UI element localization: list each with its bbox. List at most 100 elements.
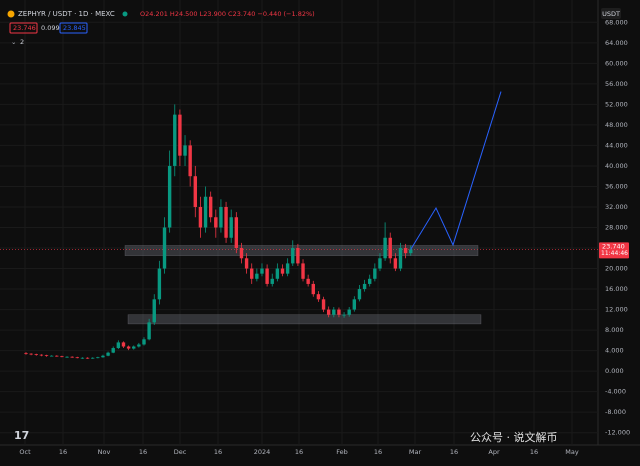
candle-body <box>275 268 280 279</box>
candle-body <box>301 263 305 279</box>
sell-price[interactable]: 23.746 <box>13 24 36 32</box>
candle <box>373 263 377 282</box>
candle <box>255 268 259 282</box>
candle-body <box>403 248 408 254</box>
candle <box>147 318 151 341</box>
candle <box>316 291 321 302</box>
candle <box>49 355 54 357</box>
indicator-toggle[interactable]: ⌄ <box>11 38 16 46</box>
candle <box>239 242 244 264</box>
candle-body <box>29 353 33 355</box>
x-tick-label: Dec <box>174 448 187 456</box>
candle <box>183 135 187 166</box>
candle-body <box>49 355 54 357</box>
candle <box>403 243 408 259</box>
candle <box>142 337 146 346</box>
candle-body <box>398 248 403 269</box>
candle <box>208 191 213 223</box>
candle-body <box>285 263 290 274</box>
candle-body <box>208 196 213 218</box>
y-tick-label: 16.000 <box>605 285 628 293</box>
candle <box>178 109 182 166</box>
candle-body <box>132 346 136 349</box>
buy-price[interactable]: 23.845 <box>63 24 86 32</box>
candle <box>234 212 239 254</box>
candle-body <box>111 348 115 353</box>
indicator-count[interactable]: 2 <box>20 38 24 46</box>
candle-body <box>311 283 315 295</box>
candle-body <box>296 248 300 264</box>
y-tick-label: 4.000 <box>605 347 624 355</box>
candle <box>75 356 79 359</box>
spread: 0.099 <box>41 24 60 32</box>
candle <box>296 243 300 266</box>
candle <box>362 279 367 292</box>
candle-body <box>291 248 295 264</box>
currency-box[interactable] <box>601 8 621 19</box>
price-label-box <box>599 242 629 259</box>
candle-body <box>337 309 341 315</box>
y-tick-label: 64.000 <box>605 39 628 47</box>
watermark: 公众号 · 说文解币 <box>470 430 558 444</box>
candle-body <box>378 258 382 269</box>
candle <box>219 199 223 233</box>
candle-body <box>178 114 182 156</box>
candle-body <box>121 342 126 347</box>
candle-body <box>393 258 398 269</box>
x-tick-label: 2024 <box>254 448 271 456</box>
candle <box>96 356 100 359</box>
x-tick-label: 16 <box>295 448 303 456</box>
candle <box>224 201 228 243</box>
candle-body <box>116 342 121 349</box>
x-tick-label: 16 <box>214 448 222 456</box>
symbol[interactable]: ZEPHYR / USDT · 1D · MEXC <box>18 10 115 18</box>
candle-body <box>265 268 269 284</box>
y-tick-label: 48.000 <box>605 121 628 129</box>
y-tick-label: 36.000 <box>605 182 628 190</box>
sell-box[interactable] <box>9 22 38 34</box>
candle <box>342 312 346 318</box>
y-tick-label: 40.000 <box>605 162 628 170</box>
candle-body <box>85 357 90 359</box>
candle-body <box>214 217 218 228</box>
currency[interactable]: USDT <box>602 10 620 18</box>
candle <box>157 260 162 305</box>
y-tick-label: 0.000 <box>605 367 624 375</box>
candle <box>101 354 105 358</box>
candle-body <box>162 227 167 269</box>
candle <box>55 355 59 357</box>
buy-box[interactable] <box>59 22 88 34</box>
zone <box>124 245 479 256</box>
candle-body <box>96 357 100 359</box>
x-tick-label: 16 <box>530 448 538 456</box>
candle-body <box>198 206 203 228</box>
candle-body <box>239 248 244 259</box>
x-tick-label: 16 <box>374 448 382 456</box>
candle <box>383 222 387 261</box>
candle-body <box>24 353 28 354</box>
candle-body <box>362 283 367 290</box>
candle <box>275 263 280 282</box>
candle <box>285 258 290 277</box>
candle-body <box>306 278 310 284</box>
candle <box>203 186 208 233</box>
candle <box>162 217 167 274</box>
y-tick-label: 12.000 <box>605 306 628 314</box>
y-tick-label: 32.000 <box>605 203 628 211</box>
candle-body <box>280 268 285 274</box>
candle-body <box>357 289 362 300</box>
candle-body <box>55 355 59 357</box>
x-tick-label: Feb <box>336 448 348 456</box>
candle-body <box>352 299 357 310</box>
candle <box>167 150 172 233</box>
candle <box>126 345 131 351</box>
candle <box>409 245 413 256</box>
candle-body <box>342 314 346 316</box>
x-tick-label: May <box>565 448 579 456</box>
candle-body <box>183 145 187 156</box>
candle <box>265 264 269 287</box>
symbol-icon <box>7 10 15 18</box>
candle-body <box>157 268 162 300</box>
candle <box>173 104 177 177</box>
